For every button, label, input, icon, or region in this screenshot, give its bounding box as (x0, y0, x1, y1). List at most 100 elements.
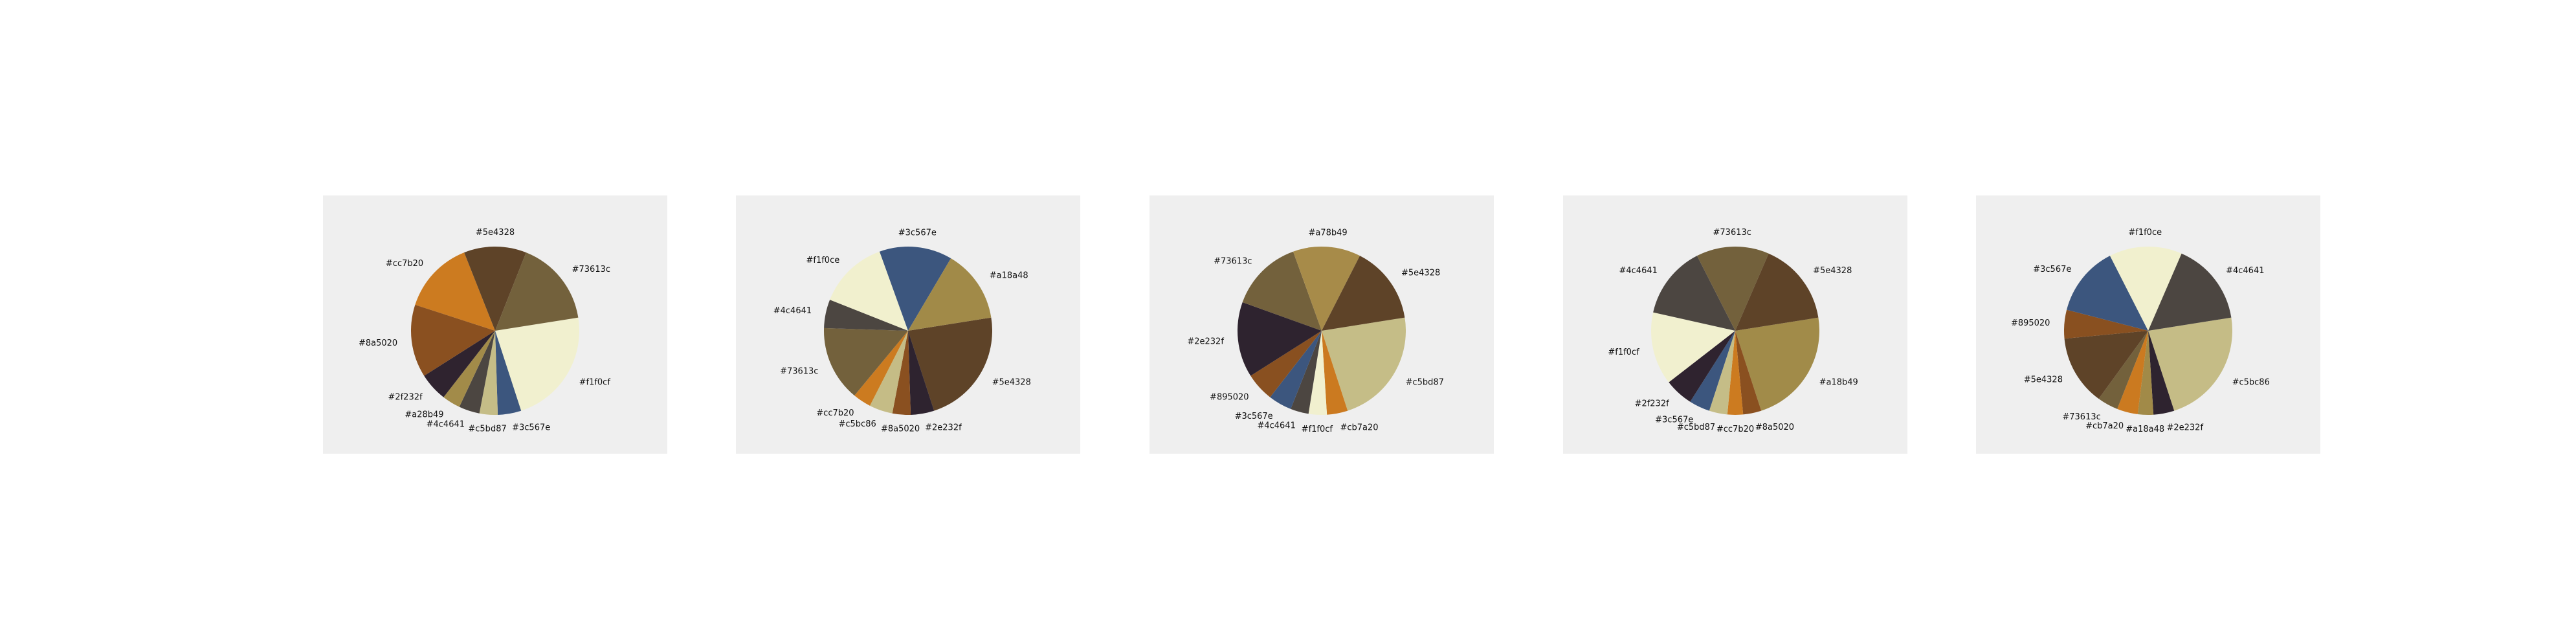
pie-slice-2e232f (2148, 331, 2175, 415)
pie-slice-label: #2e232f (2166, 423, 2203, 432)
pie-slice-label: #73613c (1214, 257, 1252, 267)
pie-slice-c5bd87 (1322, 317, 1406, 411)
pie-slice-3c567e (1270, 331, 1322, 409)
pie-slice-a78b49 (1293, 247, 1360, 331)
pie-slice-cb7a20 (2117, 331, 2148, 414)
pie-slice-label: #f1f0cf (579, 377, 611, 387)
pie-slice-label: #c5bc86 (838, 419, 876, 429)
pie-slice-label: #5e4328 (992, 377, 1031, 387)
pie-slice-4c4641 (1291, 331, 1322, 414)
pie-slice-4c4641 (1653, 256, 1735, 331)
pie-slice-label: #73613c (1713, 228, 1751, 238)
pie-slice-label: #73613c (572, 265, 610, 274)
pie-chart-panel-4: #a18b49 #8a5020 #cc7b20 #c5bd87 #3c567e #2f23… (1563, 195, 1907, 454)
pie-slice-label: #a18b49 (1819, 377, 1858, 387)
pie-slice-label: #3c567e (1655, 416, 1693, 425)
pie-slice-label: #895020 (2011, 318, 2050, 328)
pie-slice-5e4328 (1735, 253, 1819, 331)
pie-slice-cc7b20 (1727, 331, 1744, 415)
pie-slice-5e4328 (464, 246, 526, 331)
pie-slice-8a5020 (1735, 331, 1762, 415)
pie-slice-a18b49 (1735, 317, 1820, 411)
pie-slice-label: #4c4641 (773, 306, 812, 316)
pie-slice-label: #a18a48 (990, 271, 1028, 281)
pie-slice-label: #73613c (2062, 412, 2100, 422)
pie-slice-label: #2f232f (1635, 399, 1670, 408)
pie-slice-label: #cc7b20 (386, 259, 423, 269)
pie-slice-label: #8a5020 (359, 339, 397, 348)
pie-slice-label: #c5bd87 (1677, 423, 1715, 432)
pie-slice-label: #f1f0cf (1608, 348, 1639, 357)
pie-chart-panel-5: #c5bc86 #2e232f #a18a48 #cb7a20 #73613c #5e43… (1976, 195, 2320, 454)
pie-slice-3c567e (879, 246, 951, 331)
pie-slice-label: #cb7a20 (2085, 421, 2124, 431)
pie-slice-2f232f (1669, 331, 1735, 402)
pie-slice-c5bc86 (2148, 317, 2233, 411)
pie-chart-2: #5e4328 #2e232f #8a5020 #c5bc86#cc7b20 #7361… (773, 228, 1031, 434)
pie-slice-c5bd87 (479, 331, 498, 416)
pie-slice-73613c (823, 328, 908, 396)
pie-chart-5: #c5bc86 #2e232f#a18a48#cb7a20#73613c #5e43… (2011, 228, 2270, 434)
pie-slice-label: #cc7b20 (1716, 425, 1754, 434)
pie-slice-label: #3c567e (2033, 265, 2071, 274)
pie-slice-4c4641 (459, 331, 495, 414)
pie-slice-4c4641 (2148, 253, 2232, 331)
pie-slice-5e4328 (1322, 256, 1405, 331)
pie-slice-label: #2e232f (1187, 337, 1224, 347)
pie-slice-label: #4c4641 (2226, 266, 2264, 276)
pie-slice-label: #73613c (780, 367, 818, 377)
pie-slice-73613c (1242, 251, 1322, 331)
pie-slice-label: #cc7b20 (816, 408, 854, 418)
pie-slice-895020 (2064, 309, 2148, 339)
pie-slice-label: #5e4328 (476, 228, 515, 238)
pie-slice-label: #5e4328 (1401, 269, 1440, 278)
pie-slice-label: #5e4328 (2024, 375, 2063, 384)
pie-slice-label: #8a5020 (881, 425, 920, 434)
pie-slice-cc7b20 (415, 252, 495, 331)
pie-slice-cc7b20 (854, 331, 908, 406)
pie-slice-label: #3c567e (512, 423, 550, 433)
pie-slice-8a5020 (410, 304, 495, 376)
pie-slice-label: #c5bc86 (2232, 377, 2270, 387)
pie-slice-3c567e (1690, 331, 1735, 411)
pie-slice-label: #2f232f (388, 392, 423, 402)
pie-slice-label: #895020 (1210, 392, 1249, 402)
pie-slice-c5bd87 (1709, 331, 1735, 415)
pie-slice-f1f0ce (2109, 246, 2182, 331)
pie-slice-label: #c5bd87 (1406, 377, 1444, 387)
pie-slice-73613c (495, 252, 579, 331)
pie-slice-f1f0ce (830, 251, 908, 331)
pie-slice-label: #c5bd87 (468, 425, 506, 434)
pie-slice-3c567e (2067, 256, 2148, 331)
pie-slice-label: #4c4641 (427, 420, 465, 430)
pie-slice-a18a48 (2137, 331, 2154, 415)
pie-slice-5e4328 (2064, 331, 2148, 399)
pie-chart-4: #a18b49 #8a5020#cc7b20#c5bd87#3c567e #2f23… (1608, 228, 1858, 434)
pie-slice-2e232f (908, 331, 935, 415)
pie-slice-label: #4c4641 (1257, 421, 1295, 431)
pie-slice-label: #f1f0ce (2128, 228, 2162, 238)
pie-slice-2f232f (424, 331, 495, 397)
pie-slice-label: #2e232f (925, 423, 962, 433)
pie-slice-5e4328 (908, 317, 993, 411)
pie-slice-f1f0cf (495, 317, 580, 411)
pie-slice-label: #a28b49 (405, 410, 443, 420)
pie-slice-73613c (2098, 331, 2148, 409)
pie-slice-8a5020 (892, 331, 911, 416)
pie-chart-panel-3: #c5bd87 #cb7a20 #f1f0cf #4c4641 #3c567e #8950… (1149, 195, 1494, 454)
pie-slice-label: #cb7a20 (1340, 423, 1378, 432)
pie-slice-f1f0cf (1308, 331, 1327, 415)
pie-slice-2e232f (1238, 302, 1322, 376)
pie-chart-panel-2: #5e4328 #2e232f #8a5020 #c5bc86 #cc7b20 #7361… (736, 195, 1080, 454)
pie-slice-label: #8a5020 (1755, 423, 1794, 432)
pie-slice-3c567e (495, 331, 522, 415)
pie-slice-label: #3c567e (898, 228, 937, 238)
pie-slice-cb7a20 (1322, 331, 1348, 415)
pie-slice-895020 (1250, 331, 1322, 397)
pie-slice-4c4641 (824, 300, 908, 331)
pie-slice-label: #5e4328 (1813, 266, 1852, 276)
pie-slice-a18a48 (908, 258, 992, 331)
pie-slice-73613c (1696, 246, 1769, 331)
pie-slice-label: #a78b49 (1308, 228, 1347, 238)
